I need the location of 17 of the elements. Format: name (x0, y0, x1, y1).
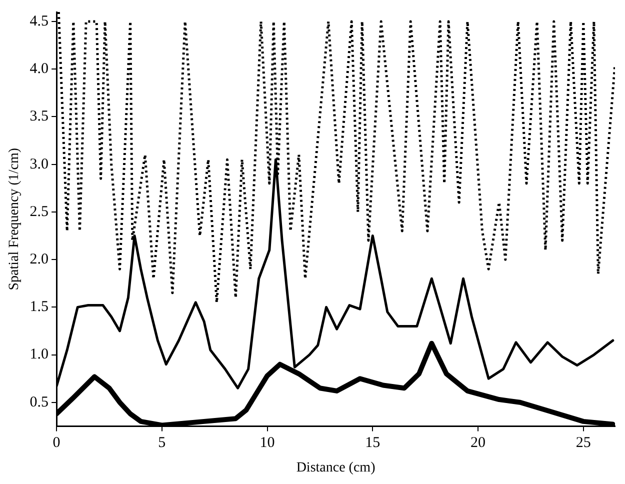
y-tick-label: 4.0 (30, 61, 49, 78)
x-tick-label: 5 (158, 435, 166, 452)
y-tick-label: 1.5 (30, 299, 49, 316)
y-tick-label: 3.0 (30, 156, 49, 172)
y-tick-label: 2.0 (30, 252, 49, 268)
x-tick-label: 10 (260, 435, 275, 452)
x-tick-label: 0 (52, 435, 60, 452)
x-axis-title: Distance (cm) (296, 460, 376, 476)
x-tick-label: 15 (365, 435, 380, 452)
y-tick-label: 0.5 (30, 394, 49, 410)
x-tick-label: 20 (470, 435, 486, 452)
y-tick-label: 3.5 (30, 108, 49, 125)
y-tick-label: 4.5 (30, 13, 49, 30)
y-axis-title: Spatial Frequency (1/cm) (7, 148, 22, 290)
y-tick-label: 1.0 (30, 346, 49, 363)
x-tick-label: 25 (576, 435, 591, 452)
y-tick-label: 2.5 (30, 204, 49, 220)
